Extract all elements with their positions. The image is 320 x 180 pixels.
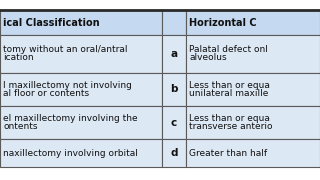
Text: alveolus: alveolus <box>189 53 227 62</box>
Bar <box>162 73 186 106</box>
Bar <box>162 139 186 167</box>
Text: Palatal defect onl: Palatal defect onl <box>189 46 268 55</box>
Bar <box>162 106 186 139</box>
Text: ication: ication <box>3 53 34 62</box>
Bar <box>162 10 186 35</box>
Text: l maxillectomy not involving: l maxillectomy not involving <box>3 81 132 90</box>
Bar <box>0 0 320 10</box>
Text: tomy without an oral/antral: tomy without an oral/antral <box>3 46 127 55</box>
Text: a: a <box>171 49 178 59</box>
Text: Greater than half: Greater than half <box>189 148 267 158</box>
Text: naxillectomy involving orbital: naxillectomy involving orbital <box>3 148 138 158</box>
Text: al floor or contents: al floor or contents <box>3 89 89 98</box>
Text: ical Classification: ical Classification <box>3 17 100 28</box>
Bar <box>186 139 320 167</box>
Text: el maxillectomy involving the: el maxillectomy involving the <box>3 114 138 123</box>
Bar <box>0 10 162 35</box>
Bar <box>0 106 162 139</box>
Text: transverse anterio: transverse anterio <box>189 122 273 131</box>
Bar <box>186 10 320 35</box>
Text: Less than or equa: Less than or equa <box>189 114 270 123</box>
Text: unilateral maxille: unilateral maxille <box>189 89 268 98</box>
Bar <box>186 73 320 106</box>
Text: Horizontal C: Horizontal C <box>189 17 257 28</box>
Text: c: c <box>171 118 177 127</box>
Bar <box>0 139 162 167</box>
Bar <box>162 35 186 73</box>
Bar <box>0 35 162 73</box>
Text: b: b <box>170 84 178 95</box>
Text: d: d <box>170 148 178 158</box>
Bar <box>186 35 320 73</box>
Text: Less than or equa: Less than or equa <box>189 81 270 90</box>
Text: ontents: ontents <box>3 122 37 131</box>
Bar <box>0 73 162 106</box>
Bar <box>186 106 320 139</box>
